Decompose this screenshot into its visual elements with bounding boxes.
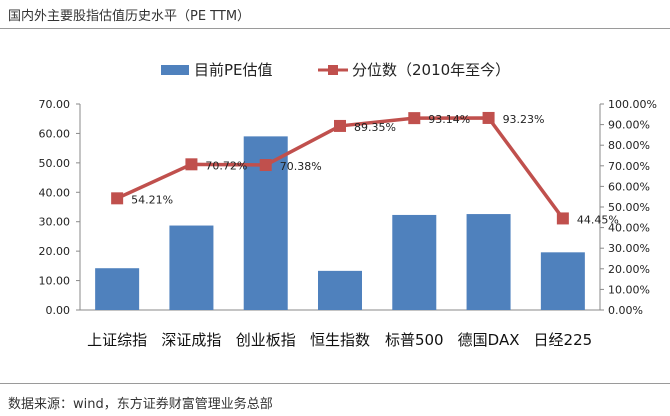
legend-marker-line	[328, 65, 338, 75]
x-category-label: 上证综指	[87, 331, 147, 349]
data-label: 44.45%	[577, 213, 619, 226]
line-marker	[482, 111, 495, 124]
bar	[392, 214, 437, 310]
right-tick-label: 40.00%	[608, 222, 650, 235]
line-marker	[259, 159, 272, 172]
bar	[95, 268, 140, 310]
x-category-label: 恒生指数	[310, 331, 370, 349]
right-tick-label: 0.00%	[608, 304, 643, 317]
legend-label-line: 分位数（2010年至今）	[352, 61, 510, 79]
x-category-label: 创业板指	[236, 331, 296, 349]
left-tick-label: 30.00	[39, 216, 71, 229]
right-tick-label: 70.00%	[608, 160, 650, 173]
line-series: 54.21% 70.72% 70.38% 89.35% 93.14% 93.23% 44.4…	[111, 111, 619, 226]
line-marker	[185, 158, 198, 171]
x-axis-categories: 上证综指 深证成指 创业板指 恒生指数 标普500 德国DAX 日经225	[87, 331, 592, 349]
x-category-label: 日经225	[534, 331, 593, 349]
legend-label-bar: 目前PE估值	[194, 61, 273, 79]
left-tick-label: 20.00	[39, 245, 71, 258]
line-marker	[408, 112, 421, 125]
right-tick-label: 60.00%	[608, 180, 650, 193]
data-label: 93.23%	[503, 113, 545, 126]
right-tick-label: 10.00%	[608, 283, 650, 296]
right-tick-label: 30.00%	[608, 242, 650, 255]
left-tick-label: 50.00	[39, 157, 71, 170]
left-tick-label: 10.00	[39, 275, 71, 288]
data-label: 93.14%	[428, 113, 470, 126]
bar	[466, 214, 511, 310]
x-category-label: 标普500	[385, 331, 444, 349]
line-marker	[556, 212, 569, 225]
legend-swatch-bar	[161, 65, 189, 75]
legend: 目前PE估值 分位数（2010年至今）	[161, 61, 510, 79]
bar	[169, 225, 214, 310]
right-tick-label: 50.00%	[608, 201, 650, 214]
chart-title: 国内外主要股指估值历史水平（PE TTM）	[8, 9, 251, 24]
data-label: 70.72%	[205, 159, 247, 172]
left-axis: 0.00 10.00 20.00 30.00 40.00 50.00 60.00 70.00	[39, 98, 81, 317]
combo-chart: 目前PE估值 分位数（2010年至今） 0.00 10.00 20.00 30.00 40…	[39, 61, 657, 349]
right-tick-label: 80.00%	[608, 139, 650, 152]
right-tick-label: 20.00%	[608, 263, 650, 276]
left-tick-label: 60.00	[39, 127, 71, 140]
left-tick-label: 0.00	[46, 304, 71, 317]
bottom-rule	[0, 383, 670, 384]
right-tick-label: 100.00%	[608, 98, 657, 111]
bar-series	[80, 136, 600, 311]
data-label: 89.35%	[354, 121, 396, 134]
left-tick-label: 70.00	[39, 98, 71, 111]
data-label: 70.38%	[280, 160, 322, 173]
source-note: 数据来源：wind，东方证券财富管理业务总部	[8, 397, 273, 412]
line-marker	[111, 192, 124, 205]
data-label: 54.21%	[131, 193, 173, 206]
line-path	[116, 116, 565, 220]
left-tick-label: 40.00	[39, 186, 71, 199]
top-rule	[0, 28, 670, 29]
bar	[318, 270, 362, 310]
right-tick-label: 90.00%	[608, 119, 650, 132]
x-category-label: 德国DAX	[458, 331, 520, 349]
right-axis: 0.00% 10.00% 20.00% 30.00% 40.00% 50.00% 60.00…	[599, 98, 657, 317]
x-category-label: 深证成指	[161, 331, 221, 349]
line-marker	[334, 119, 346, 132]
bar	[540, 252, 585, 310]
